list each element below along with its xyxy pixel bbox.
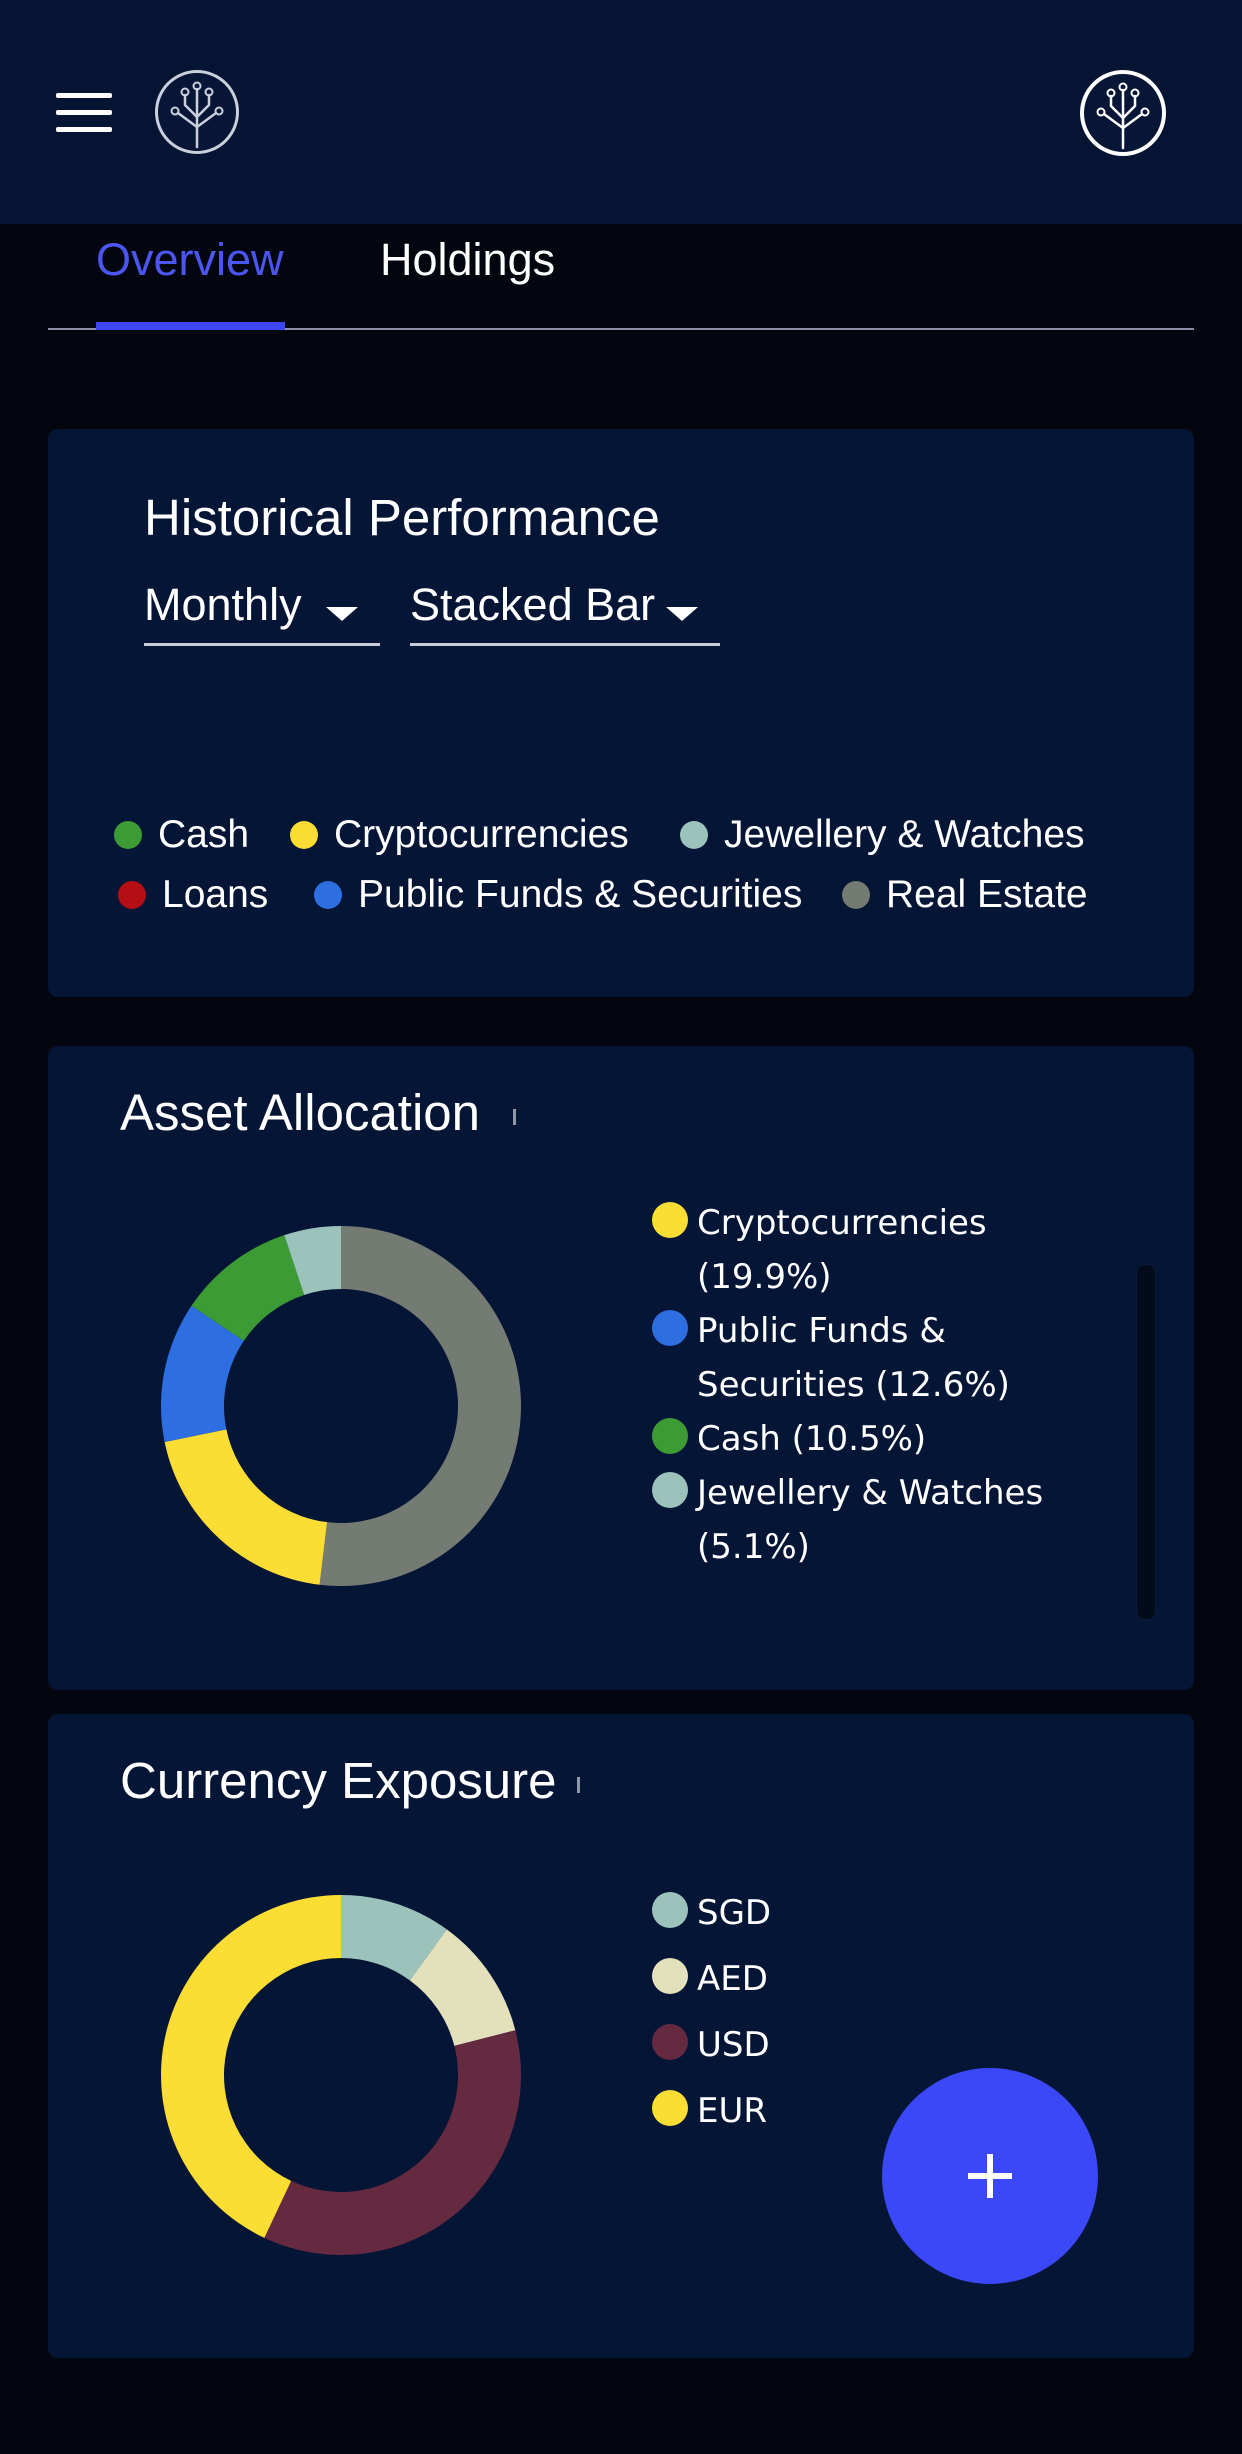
- chevron-down-icon: [666, 607, 698, 621]
- donut-slice-eur[interactable]: [161, 1895, 341, 2238]
- currency-exposure-legend: SGD AED USD EUR: [652, 1880, 952, 2144]
- plus-icon: [987, 2154, 993, 2198]
- chevron-down-icon: [326, 607, 358, 621]
- legend-dot: [652, 1892, 688, 1928]
- legend-dot: [652, 2090, 688, 2126]
- legend-item-eur[interactable]: EUR: [652, 2078, 952, 2144]
- legend-label: Cryptocurrencies (19.9%): [697, 1203, 987, 1297]
- legend-item-cash[interactable]: Cash (10.5%): [652, 1412, 1092, 1466]
- info-icon[interactable]: [577, 1777, 580, 1793]
- asset-allocation-card: Asset Allocation Cryptocurrencies (19.9%…: [48, 1046, 1194, 1690]
- legend-dot: [652, 1202, 688, 1238]
- legend-label: Cryptocurrencies: [334, 813, 629, 856]
- legend-label: SGD: [697, 1893, 772, 1933]
- legend-dot: [290, 821, 318, 849]
- legend-item-cash[interactable]: Cash: [114, 813, 249, 857]
- legend-item-jewellery-watches[interactable]: Jewellery & Watches (5.1%): [652, 1466, 1092, 1574]
- donut-slice-aed[interactable]: [409, 1929, 516, 2046]
- legend-label: USD: [697, 2025, 770, 2065]
- donut-slice-real-estate[interactable]: [319, 1226, 521, 1586]
- legend-label: Public Funds & Securities: [358, 873, 803, 916]
- legend-dot: [652, 1310, 688, 1346]
- asset-allocation-legend: Cryptocurrencies (19.9%) Public Funds & …: [652, 1196, 1092, 1574]
- legend-item-usd[interactable]: USD: [652, 2012, 952, 2078]
- legend-label: Loans: [162, 873, 269, 916]
- legend-label: Real Estate: [886, 873, 1088, 916]
- currency-exposure-card: Currency Exposure SGD AED USD EUR: [48, 1714, 1194, 2358]
- legend-label: EUR: [697, 2091, 767, 2131]
- donut-slice-sgd[interactable]: [341, 1895, 447, 1981]
- legend-item-cryptocurrencies[interactable]: Cryptocurrencies: [290, 813, 629, 857]
- legend-dot: [118, 881, 146, 909]
- legend-item-public-funds[interactable]: Public Funds & Securities (12.6%): [652, 1304, 1092, 1412]
- add-button[interactable]: [882, 2068, 1098, 2284]
- legend-label: Jewellery & Watches: [724, 813, 1085, 856]
- legend-dot: [652, 1472, 688, 1508]
- legend-item-public-funds[interactable]: Public Funds & Securities: [314, 873, 802, 917]
- tab-bar: Overview Holdings: [48, 224, 1194, 330]
- tab-overview[interactable]: Overview: [96, 234, 284, 285]
- legend-dot: [652, 1418, 688, 1454]
- legend-item-sgd[interactable]: SGD: [652, 1880, 952, 1946]
- donut-slice-public-funds-securities[interactable]: [161, 1305, 244, 1442]
- historical-performance-title: Historical Performance: [144, 489, 660, 546]
- legend-label: AED: [697, 1959, 768, 1999]
- period-dropdown-value: Monthly: [144, 579, 302, 630]
- legend-label: Public Funds & Securities (12.6%): [697, 1311, 1010, 1405]
- donut-slice-cash[interactable]: [191, 1235, 305, 1341]
- period-dropdown[interactable]: Monthly: [144, 579, 380, 646]
- legend-item-real-estate[interactable]: Real Estate: [842, 873, 1088, 917]
- historical-performance-card: Historical Performance Monthly Stacked B…: [48, 429, 1194, 997]
- legend-scrollbar[interactable]: [1136, 1264, 1156, 1620]
- info-icon[interactable]: [513, 1109, 516, 1125]
- profile-logo-icon[interactable]: [1080, 70, 1166, 156]
- donut-slice-cryptocurrencies[interactable]: [164, 1429, 328, 1585]
- legend-item-cryptocurrencies[interactable]: Cryptocurrencies (19.9%): [652, 1196, 1092, 1304]
- legend-dot: [652, 1958, 688, 1994]
- legend-dot: [680, 821, 708, 849]
- tab-holdings[interactable]: Holdings: [380, 234, 556, 285]
- currency-exposure-title: Currency Exposure: [120, 1752, 557, 1809]
- legend-label: Cash: [158, 813, 250, 856]
- legend-label: Jewellery & Watches (5.1%): [697, 1473, 1044, 1567]
- legend-dot: [652, 2024, 688, 2060]
- legend-dot: [842, 881, 870, 909]
- legend-item-jewellery-watches[interactable]: Jewellery & Watches: [680, 813, 1085, 857]
- tab-active-indicator: [96, 322, 285, 330]
- menu-icon[interactable]: [56, 93, 112, 133]
- asset-allocation-title: Asset Allocation: [120, 1084, 481, 1141]
- chart-type-dropdown[interactable]: Stacked Bar: [410, 579, 720, 646]
- chart-type-dropdown-value: Stacked Bar: [410, 579, 656, 630]
- legend-item-loans[interactable]: Loans: [118, 873, 268, 917]
- asset-allocation-donut[interactable]: [160, 1225, 522, 1587]
- tree-logo-icon[interactable]: [155, 70, 239, 154]
- legend-item-aed[interactable]: AED: [652, 1946, 952, 2012]
- legend-label: Cash (10.5%): [697, 1419, 927, 1459]
- currency-exposure-donut[interactable]: [160, 1894, 522, 2256]
- app-header: [0, 0, 1242, 224]
- legend-dot: [314, 881, 342, 909]
- donut-slice-jewellery-watches[interactable]: [284, 1226, 341, 1295]
- donut-slice-usd[interactable]: [264, 2030, 521, 2255]
- legend-dot: [114, 821, 142, 849]
